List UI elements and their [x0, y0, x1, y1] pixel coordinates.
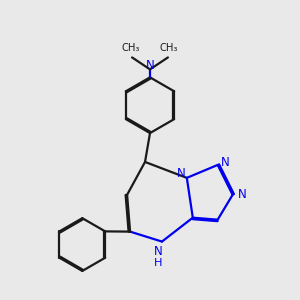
- Text: CH₃: CH₃: [122, 44, 140, 53]
- Text: N: N: [176, 167, 185, 180]
- Text: N: N: [146, 59, 154, 72]
- Text: N: N: [154, 245, 162, 258]
- Text: H: H: [154, 259, 162, 269]
- Text: N: N: [238, 188, 247, 201]
- Text: CH₃: CH₃: [160, 44, 178, 53]
- Text: N: N: [221, 156, 230, 170]
